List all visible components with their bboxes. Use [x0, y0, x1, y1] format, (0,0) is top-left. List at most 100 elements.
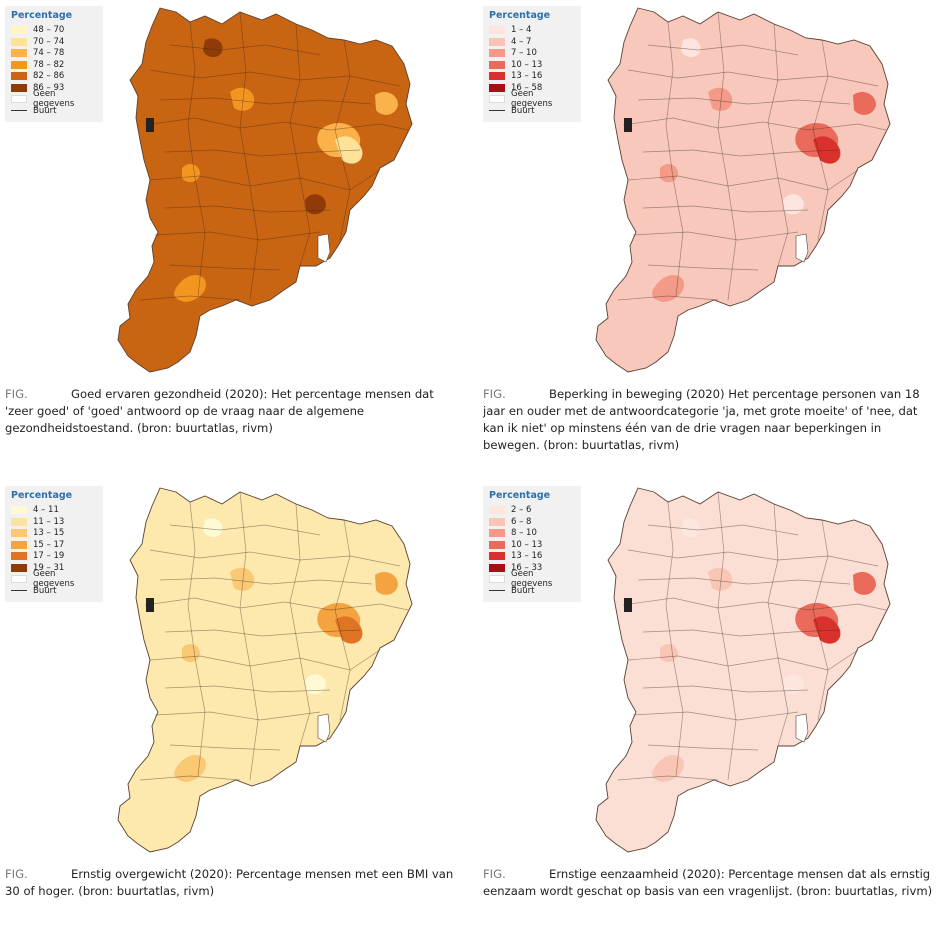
- boundary-line: [164, 205, 331, 213]
- boundary-line: [239, 11, 259, 301]
- caption-text: Ernstige eenzaamheid (2020): Percentage …: [483, 867, 933, 898]
- legend-class: 11 – 13: [11, 517, 97, 528]
- boundary-line: [632, 711, 799, 721]
- legend-class: 13 – 15: [11, 528, 97, 539]
- legend-class: 4 – 7: [489, 37, 575, 48]
- legend-swatch: [489, 26, 505, 35]
- boundary-line: [627, 549, 879, 567]
- legend-boundary: Buurt: [489, 106, 575, 117]
- panel-goed-ervaren-gezondheid: Percentage 48 – 70 70 – 74 74 – 78 78 – 82 8…: [0, 0, 462, 462]
- boundary-line: [149, 549, 401, 567]
- boundary-line: [637, 577, 851, 585]
- legend-class: 1 – 4: [489, 25, 575, 36]
- neighbourhood-area: [708, 87, 733, 111]
- boundary-line: [154, 231, 321, 241]
- boundary-line: [169, 264, 281, 271]
- figure-caption: FIG. Goed ervaren gezondheid (2020): Het …: [5, 386, 455, 437]
- legend-class-label: 17 – 19: [33, 551, 65, 562]
- legend-class-label: 1 – 4: [511, 25, 532, 36]
- boundary-line: [139, 295, 241, 301]
- region-outline: [117, 487, 413, 853]
- boundary-line: [717, 491, 737, 781]
- legend-class: 10 – 13: [489, 60, 575, 71]
- legend-class-label: 8 – 10: [511, 528, 537, 539]
- legend-class-label: 78 – 82: [33, 59, 65, 70]
- no-data-swatch: [489, 95, 505, 104]
- boundary-line: [159, 97, 373, 105]
- boundary-line-swatch: [11, 590, 27, 592]
- legend-class: 4 – 11: [11, 505, 97, 516]
- legend-swatch: [11, 60, 27, 69]
- boundary-line: [622, 597, 887, 611]
- fig-label: FIG.: [483, 867, 506, 881]
- map-legend: Percentage 4 – 11 11 – 13 13 – 15 15 – 17 17…: [5, 486, 103, 602]
- no-data-area: [317, 713, 331, 743]
- legend-class-label: 2 – 6: [511, 505, 532, 516]
- legend-swatch: [11, 529, 27, 538]
- legend-no-data: Geen gegevens: [11, 89, 97, 109]
- boundary-line: [642, 629, 839, 637]
- boundary-line: [239, 491, 259, 781]
- legend-class-label: 10 – 13: [511, 59, 543, 70]
- choropleth-map: [117, 7, 413, 373]
- legend-swatch: [11, 26, 27, 35]
- legend-classes: 4 – 11 11 – 13 13 – 15 15 – 17 17 – 19 19 – 3…: [11, 505, 97, 573]
- legend-class: 78 – 82: [11, 60, 97, 71]
- legend-class: 10 – 13: [489, 540, 575, 551]
- legend-classes: 48 – 70 70 – 74 74 – 78 78 – 82 82 – 86 86 – …: [11, 25, 97, 93]
- boundary-line: [334, 519, 351, 721]
- boundary-line: [617, 295, 719, 301]
- neighbourhood-area: [182, 643, 200, 663]
- water-marker: [146, 118, 154, 132]
- no-data-swatch: [11, 575, 27, 584]
- legend-class: 8 – 10: [489, 528, 575, 539]
- legend-no-data: Geen gegevens: [11, 569, 97, 589]
- no-data-swatch: [11, 95, 27, 104]
- choropleth-map: [595, 487, 891, 853]
- legend-class-label: 4 – 7: [511, 36, 532, 47]
- legend-title: Percentage: [11, 490, 73, 501]
- legend-class-label: 6 – 8: [511, 516, 532, 527]
- boundary-line: [144, 597, 409, 611]
- legend-class-label: 16 – 33: [511, 562, 543, 573]
- boundary-line: [642, 149, 839, 157]
- boundary-line: [812, 519, 829, 721]
- boundary-line: [642, 205, 809, 213]
- neighbourhood-area: [335, 136, 363, 164]
- fig-label: FIG.: [5, 387, 28, 401]
- no-data-area: [795, 713, 809, 743]
- choropleth-map: [117, 487, 413, 853]
- legend-class: 2 – 6: [489, 505, 575, 516]
- legend-class-label: 74 – 78: [33, 48, 65, 59]
- legend-class: 48 – 70: [11, 25, 97, 36]
- legend-swatch: [11, 37, 27, 46]
- legend-class: 16 – 58: [489, 83, 575, 94]
- neighbourhood-area: [853, 91, 876, 115]
- boundary-line: [647, 524, 799, 536]
- legend-class-label: 82 – 86: [33, 71, 65, 82]
- boundary-line: [164, 685, 331, 693]
- fig-label: FIG.: [483, 387, 506, 401]
- legend-swatch: [489, 49, 505, 58]
- legend-no-data: Geen gegevens: [489, 569, 575, 589]
- boundary-line: [149, 649, 381, 671]
- neighbourhood-area: [375, 91, 398, 115]
- legend-class-label: 13 – 16: [511, 71, 543, 82]
- legend-swatch: [11, 563, 27, 572]
- region-outline: [117, 7, 413, 373]
- boundary-line: [289, 503, 311, 747]
- legend-title: Percentage: [489, 490, 551, 501]
- neighbourhood-area: [203, 518, 223, 538]
- boundary-line: [169, 44, 321, 56]
- boundary-line: [149, 69, 401, 87]
- legend-swatch: [489, 37, 505, 46]
- legend-class-label: 19 – 31: [33, 562, 65, 573]
- boundary-line-swatch: [11, 110, 27, 112]
- neighbourhood-area: [174, 275, 206, 302]
- legend-class-label: 13 – 16: [511, 551, 543, 562]
- legend-swatch: [11, 72, 27, 81]
